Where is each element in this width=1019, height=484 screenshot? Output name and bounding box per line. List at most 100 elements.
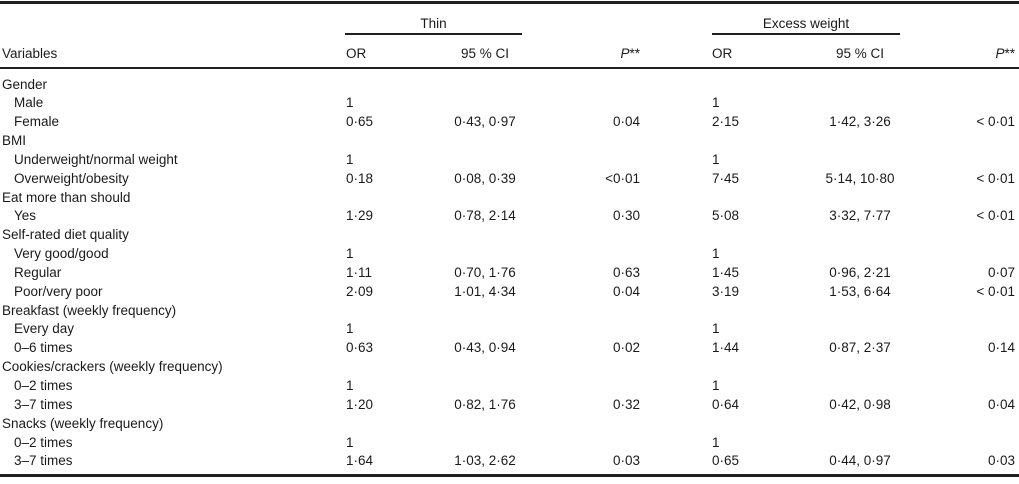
thin-p-value — [540, 434, 640, 453]
row-label: Poor/very poor — [14, 283, 103, 299]
thin-p-value: <0·01 — [605, 170, 640, 186]
thin-ci-value — [430, 94, 540, 113]
excess-ci-value: 5·14, 10·80 — [825, 170, 895, 186]
thin-or-value: 0·18 — [346, 170, 374, 186]
row-label: Every day — [14, 321, 75, 337]
header-excess-p: P** — [930, 46, 1019, 67]
excess-ci-value — [790, 94, 930, 113]
excess-or-value: 0·65 — [712, 453, 740, 469]
header-thin-p-symbol: P — [620, 45, 630, 61]
thin-ci-value — [430, 377, 540, 396]
excess-or-value — [640, 226, 790, 245]
excess-or-value: 1 — [712, 246, 720, 262]
thin-ci-value — [430, 226, 540, 245]
excess-p-value — [930, 434, 1019, 453]
excess-ci-value: 1·42, 3·26 — [829, 114, 891, 130]
thin-p-value: 0·30 — [612, 208, 640, 224]
excess-ci-value: 0·96, 2·21 — [829, 264, 891, 280]
table-bottom-rule — [0, 474, 1019, 477]
excess-p-value — [930, 320, 1019, 339]
column-group-excess-weight: Excess weight — [712, 16, 900, 35]
thin-p-value — [540, 189, 640, 208]
row-label: Female — [14, 114, 60, 130]
excess-ci-value: 0·44, 0·97 — [829, 453, 891, 469]
excess-or-value: 2·15 — [712, 114, 740, 130]
thin-p-value — [540, 302, 640, 321]
excess-p-value — [930, 245, 1019, 264]
excess-ci-value — [790, 320, 930, 339]
thin-or-value — [345, 226, 430, 245]
thin-ci-value — [430, 76, 540, 95]
row-section-label: Cookies/crackers (weekly frequency) — [2, 359, 223, 375]
thin-p-value — [540, 245, 640, 264]
excess-p-value — [930, 415, 1019, 434]
thin-or-value — [345, 302, 430, 321]
thin-ci-value — [430, 151, 540, 170]
excess-ci-value — [790, 377, 930, 396]
thin-p-value — [540, 94, 640, 113]
column-group-thin-label: Thin — [420, 15, 447, 31]
thin-p-value — [540, 320, 640, 339]
excess-or-value — [640, 132, 790, 151]
row-label: Yes — [14, 208, 37, 224]
table-body: Gender Male 1 1 Female 0·65 0·43, 0·97 0·04 2·15… — [0, 69, 1019, 472]
thin-or-value — [345, 76, 430, 95]
excess-p-value: < 0·01 — [976, 208, 1015, 224]
thin-ci-value: 0·70, 1·76 — [454, 264, 516, 280]
thin-p-value — [540, 76, 640, 95]
excess-p-value: 0·14 — [987, 340, 1015, 356]
excess-ci-value: 0·42, 0·98 — [829, 396, 891, 412]
excess-ci-value: 1·53, 6·64 — [829, 283, 891, 299]
thin-or-value — [345, 132, 430, 151]
thin-ci-value: 0·43, 0·97 — [454, 114, 516, 130]
thin-or-value: 1·20 — [346, 396, 374, 412]
thin-ci-value — [430, 434, 540, 453]
thin-ci-value — [430, 245, 540, 264]
thin-ci-value: 0·43, 0·94 — [454, 340, 516, 356]
thin-p-value — [540, 377, 640, 396]
excess-ci-value — [790, 189, 930, 208]
excess-p-value: 0·03 — [987, 453, 1015, 469]
excess-or-value: 0·64 — [712, 396, 740, 412]
thin-or-value: 1 — [346, 246, 354, 262]
thin-or-value: 1·11 — [346, 264, 373, 280]
excess-p-value: < 0·01 — [976, 283, 1015, 299]
header-excess-or: OR — [712, 45, 733, 61]
thin-p-value: 0·04 — [612, 283, 640, 299]
excess-p-value: < 0·01 — [976, 114, 1015, 130]
column-group-excess-weight-label: Excess weight — [762, 15, 850, 31]
column-header-row: Variables OR 95 % CI P** OR 95 % CI P** — [0, 35, 1019, 67]
row-label: 0–6 times — [14, 340, 73, 356]
thin-ci-value — [430, 415, 540, 434]
header-thin-p: P** — [540, 46, 640, 67]
excess-p-value — [930, 76, 1019, 95]
thin-or-value: 2·09 — [346, 283, 374, 299]
thin-p-value: 0·63 — [612, 264, 640, 280]
thin-or-value: 1 — [346, 378, 354, 393]
thin-ci-value — [430, 132, 540, 151]
excess-p-value: 0·07 — [987, 264, 1015, 280]
row-label: 3–7 times — [14, 453, 73, 469]
excess-p-value — [930, 132, 1019, 151]
excess-or-value — [640, 76, 790, 95]
excess-p-value — [930, 358, 1019, 377]
thin-ci-value: 1·01, 4·34 — [454, 283, 516, 299]
thin-or-value — [345, 189, 430, 208]
row-section-label: BMI — [2, 133, 27, 149]
thin-or-value: 1·64 — [346, 453, 374, 469]
row-label: Regular — [14, 264, 62, 280]
thin-ci-value — [430, 189, 540, 208]
excess-or-value: 1·45 — [712, 264, 740, 280]
excess-or-value — [640, 358, 790, 377]
thin-p-value: 0·02 — [612, 340, 640, 356]
excess-or-value — [640, 302, 790, 321]
excess-ci-value — [790, 358, 930, 377]
column-group-thin: Thin — [345, 16, 522, 35]
thin-or-value: 0·63 — [346, 340, 374, 356]
column-group-header-row: Thin Excess weight — [0, 4, 1019, 35]
row-section-label: Snacks (weekly frequency) — [2, 415, 164, 431]
thin-ci-value: 1·03, 2·62 — [454, 453, 516, 469]
thin-or-value: 0·65 — [346, 114, 374, 130]
row-section-label: Gender — [2, 76, 48, 92]
excess-or-value: 1 — [712, 151, 720, 167]
